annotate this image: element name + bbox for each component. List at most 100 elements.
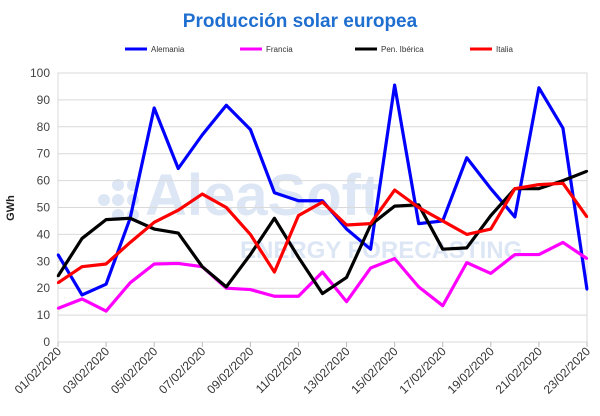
x-tick-label: 05/02/2020 [108, 344, 161, 397]
data-point [273, 217, 276, 220]
y-tick-label: 40 [37, 227, 51, 241]
data-point [585, 257, 589, 260]
data-point [152, 227, 156, 231]
legend-label: Alemania [151, 45, 185, 54]
data-point [417, 285, 420, 289]
data-point [152, 106, 156, 110]
legend-label: Italia [496, 45, 513, 54]
data-point [561, 241, 565, 244]
data-point [345, 223, 348, 227]
y-tick-label: 20 [37, 281, 51, 295]
data-point [393, 204, 396, 208]
data-point [561, 179, 565, 182]
data-point [561, 182, 565, 185]
data-point [345, 276, 348, 279]
data-point [537, 183, 541, 186]
y-tick-label: 90 [37, 93, 51, 107]
data-point [489, 272, 493, 275]
data-point [152, 221, 156, 224]
data-point [513, 215, 517, 219]
data-point [465, 156, 468, 159]
data-point [441, 304, 444, 307]
y-tick-label: 0 [43, 335, 50, 349]
data-point [80, 265, 84, 268]
svg-text:AleaSoft: AleaSoft [145, 163, 380, 228]
data-point [393, 83, 396, 87]
data-point [80, 237, 84, 240]
x-tick-label: 19/02/2020 [445, 344, 498, 397]
y-tick-label: 100 [30, 66, 50, 80]
legend-label: Francia [266, 45, 293, 54]
y-tick-label: 60 [37, 174, 51, 188]
data-point [393, 257, 396, 260]
legend-label: Pen. Ibérica [381, 45, 424, 54]
data-point [489, 227, 493, 231]
data-point [465, 233, 468, 236]
x-tick-label: 07/02/2020 [156, 344, 209, 397]
y-axis-label: GWh [5, 195, 17, 221]
data-point [441, 247, 444, 251]
data-point [321, 292, 324, 295]
data-point [177, 231, 180, 235]
data-point [80, 297, 84, 301]
data-point [537, 187, 541, 190]
data-point [417, 206, 420, 209]
data-point [537, 86, 541, 89]
data-point [369, 266, 372, 270]
data-point [369, 247, 372, 251]
data-point [128, 217, 132, 220]
data-point [104, 309, 108, 313]
y-tick-label: 70 [37, 147, 51, 161]
data-point [128, 281, 132, 285]
data-point [273, 295, 276, 298]
x-tick-label: 17/02/2020 [396, 344, 449, 397]
y-tick-label: 50 [37, 201, 51, 215]
data-point [201, 192, 204, 196]
y-tick-label: 30 [37, 254, 51, 268]
data-point [177, 167, 180, 170]
data-point [441, 219, 444, 223]
data-point [177, 208, 180, 212]
y-tick-label: 80 [37, 120, 51, 134]
data-point [561, 126, 565, 130]
data-point [513, 187, 517, 190]
data-point [80, 293, 84, 297]
data-point [321, 270, 324, 274]
data-point [417, 222, 420, 225]
data-point [201, 133, 204, 137]
data-point [56, 307, 60, 310]
data-point [249, 128, 252, 131]
data-point [273, 191, 276, 194]
data-point [152, 262, 156, 266]
data-point [465, 261, 468, 264]
x-tick-label: 21/02/2020 [493, 344, 546, 397]
x-tick-label: 09/02/2020 [204, 344, 257, 397]
data-point [585, 169, 589, 173]
data-point [297, 256, 300, 259]
data-point [393, 188, 396, 192]
data-point [56, 281, 60, 285]
data-point [249, 288, 252, 291]
data-point [104, 218, 108, 221]
y-tick-label: 10 [37, 308, 51, 322]
data-point [249, 233, 252, 236]
chart-title: Producción solar europea [183, 11, 418, 32]
data-point [201, 265, 204, 268]
data-point [537, 253, 541, 256]
data-point [297, 295, 300, 298]
data-point [225, 285, 228, 289]
x-tick-label: 11/02/2020 [253, 344, 305, 396]
data-point [369, 222, 372, 225]
data-point [513, 253, 517, 256]
data-point [56, 274, 60, 278]
data-point [297, 214, 300, 217]
data-point [225, 104, 228, 107]
data-point [177, 262, 180, 265]
x-tick-label: 15/02/2020 [348, 344, 401, 397]
data-point [297, 199, 300, 202]
data-point [273, 270, 276, 274]
data-point [585, 215, 589, 219]
data-point [345, 227, 348, 231]
